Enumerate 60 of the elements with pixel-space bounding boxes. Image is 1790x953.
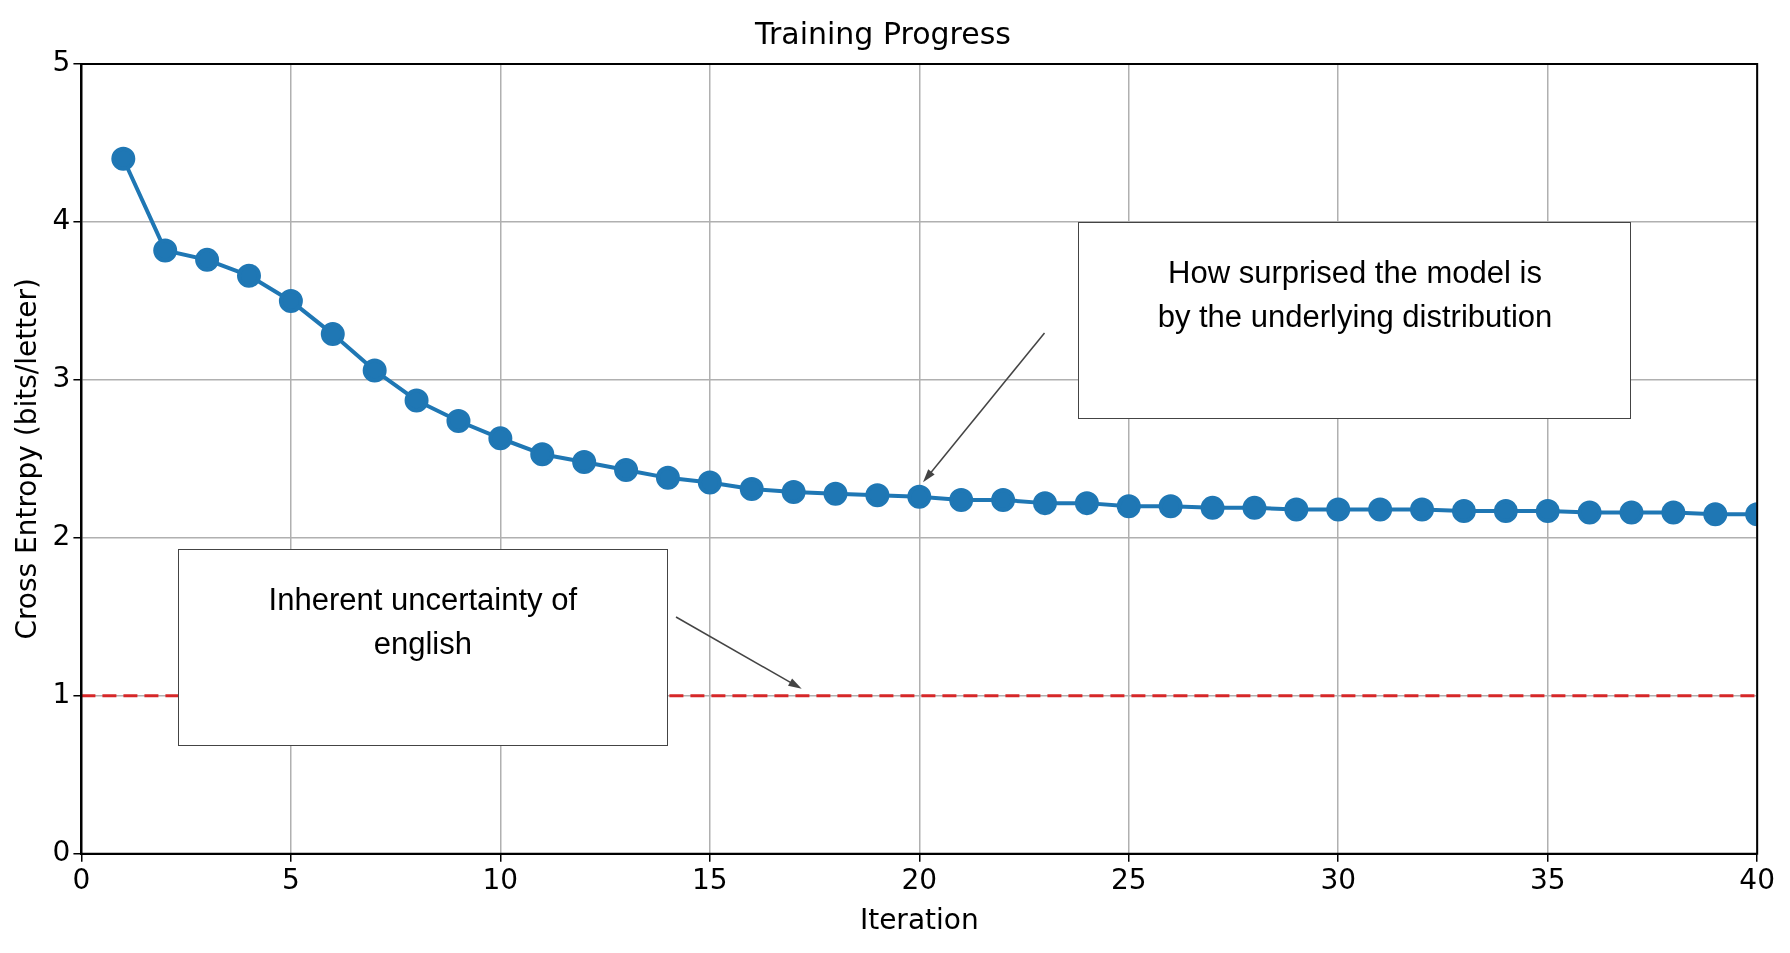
point — [1703, 502, 1728, 527]
x-tick-label: 35 — [1529, 862, 1566, 896]
point — [1661, 500, 1686, 525]
point — [1410, 497, 1435, 522]
point — [572, 450, 597, 475]
point — [781, 480, 806, 505]
y-tick-label: 4 — [52, 203, 71, 237]
y-tick-label: 0 — [52, 835, 71, 869]
y-tick-label: 2 — [52, 519, 71, 553]
point — [1451, 499, 1476, 524]
point — [1200, 495, 1225, 520]
point — [1535, 499, 1560, 524]
annotation: How surprised the model is by the underlying distribution — [1157, 253, 1553, 336]
point — [195, 247, 220, 272]
point — [1577, 500, 1602, 525]
point — [614, 457, 639, 482]
point — [530, 442, 555, 467]
point — [236, 263, 261, 288]
x-tick-label: 10 — [482, 862, 519, 896]
x-axis-title: Iteration — [859, 903, 979, 937]
point — [1116, 494, 1141, 519]
point — [1619, 500, 1644, 525]
x-tick-label: 15 — [692, 862, 728, 896]
point — [404, 388, 429, 413]
point — [1368, 497, 1393, 522]
point — [111, 146, 136, 171]
point — [488, 426, 513, 451]
point — [1493, 499, 1518, 524]
point — [1074, 491, 1099, 516]
point — [362, 358, 387, 383]
point — [153, 238, 178, 263]
point — [320, 322, 345, 347]
annotation: Inherent uncertainty of english — [267, 580, 579, 663]
point — [1158, 494, 1183, 519]
y-tick-label: 1 — [52, 677, 71, 711]
note-box: Inherent uncertainty of english — [177, 548, 668, 747]
point — [823, 481, 848, 506]
point — [865, 483, 890, 508]
x-tick-label: 5 — [281, 862, 300, 896]
point — [739, 476, 764, 501]
point — [907, 484, 932, 509]
y-tick-label: 3 — [52, 361, 71, 395]
x-tick-label: 25 — [1110, 862, 1147, 896]
point — [1032, 491, 1057, 516]
x-tick-label: 40 — [1739, 862, 1776, 896]
point — [1242, 495, 1267, 520]
point — [446, 408, 471, 433]
point — [655, 465, 680, 490]
point — [1284, 497, 1309, 522]
point — [949, 487, 974, 512]
x-tick-label: 30 — [1320, 862, 1357, 896]
point — [278, 288, 303, 313]
point — [1326, 497, 1351, 522]
y-tick-label: 5 — [52, 45, 71, 79]
point — [697, 470, 722, 495]
point — [991, 487, 1016, 512]
note-box: How surprised the model is by the underlying distribution — [1078, 221, 1632, 420]
chart-title: Training Progress — [754, 15, 1011, 51]
y-axis-title: Cross Entropy (bits/letter) — [10, 278, 44, 640]
x-tick-label: 20 — [901, 862, 938, 896]
